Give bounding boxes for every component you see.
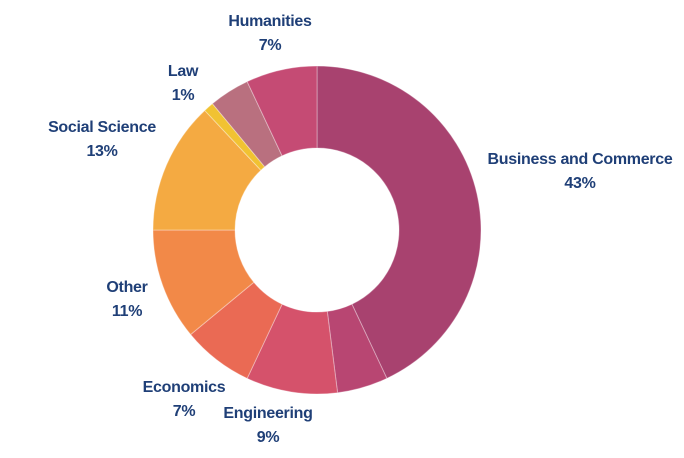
donut-slice-humanities bbox=[246, 65, 318, 157]
donut-slice-economics bbox=[189, 281, 283, 380]
donut-slice-social-science bbox=[152, 109, 262, 231]
slice-label: Economics bbox=[142, 379, 226, 396]
donut-slice-unlabeled-7 bbox=[211, 80, 283, 168]
slice-value: 11% bbox=[111, 303, 143, 320]
label-economics: Economics 7% bbox=[143, 376, 226, 424]
label-social-science: Social Science 13% bbox=[48, 116, 156, 164]
slice-label: Business and Commerce bbox=[487, 151, 673, 168]
donut-slice-business-and-commerce bbox=[316, 65, 482, 380]
slice-value: 13% bbox=[86, 143, 118, 160]
slice-label: Humanities bbox=[228, 13, 312, 30]
slice-label: Law bbox=[167, 63, 199, 80]
slice-label: Other bbox=[106, 279, 148, 296]
label-engineering: Engineering 9% bbox=[223, 402, 312, 450]
slice-value: 1% bbox=[171, 87, 195, 104]
label-law: Law 1% bbox=[167, 60, 199, 108]
slice-value: 9% bbox=[256, 429, 280, 446]
label-humanities: Humanities 7% bbox=[228, 10, 312, 58]
slice-value: 7% bbox=[172, 403, 196, 420]
slice-label: Social Science bbox=[48, 119, 156, 136]
slice-value: 7% bbox=[258, 37, 282, 54]
slice-value: 43% bbox=[564, 175, 596, 192]
donut-slice-unlabeled-1 bbox=[326, 303, 388, 394]
donut-slice-engineering bbox=[246, 303, 339, 395]
donut-slice-law bbox=[204, 102, 266, 171]
label-other: Other 11% bbox=[106, 276, 147, 324]
slice-label: Engineering bbox=[223, 405, 313, 422]
label-business-and-commerce: Business and Commerce 43% bbox=[488, 148, 673, 196]
donut-slice-other bbox=[152, 229, 255, 336]
